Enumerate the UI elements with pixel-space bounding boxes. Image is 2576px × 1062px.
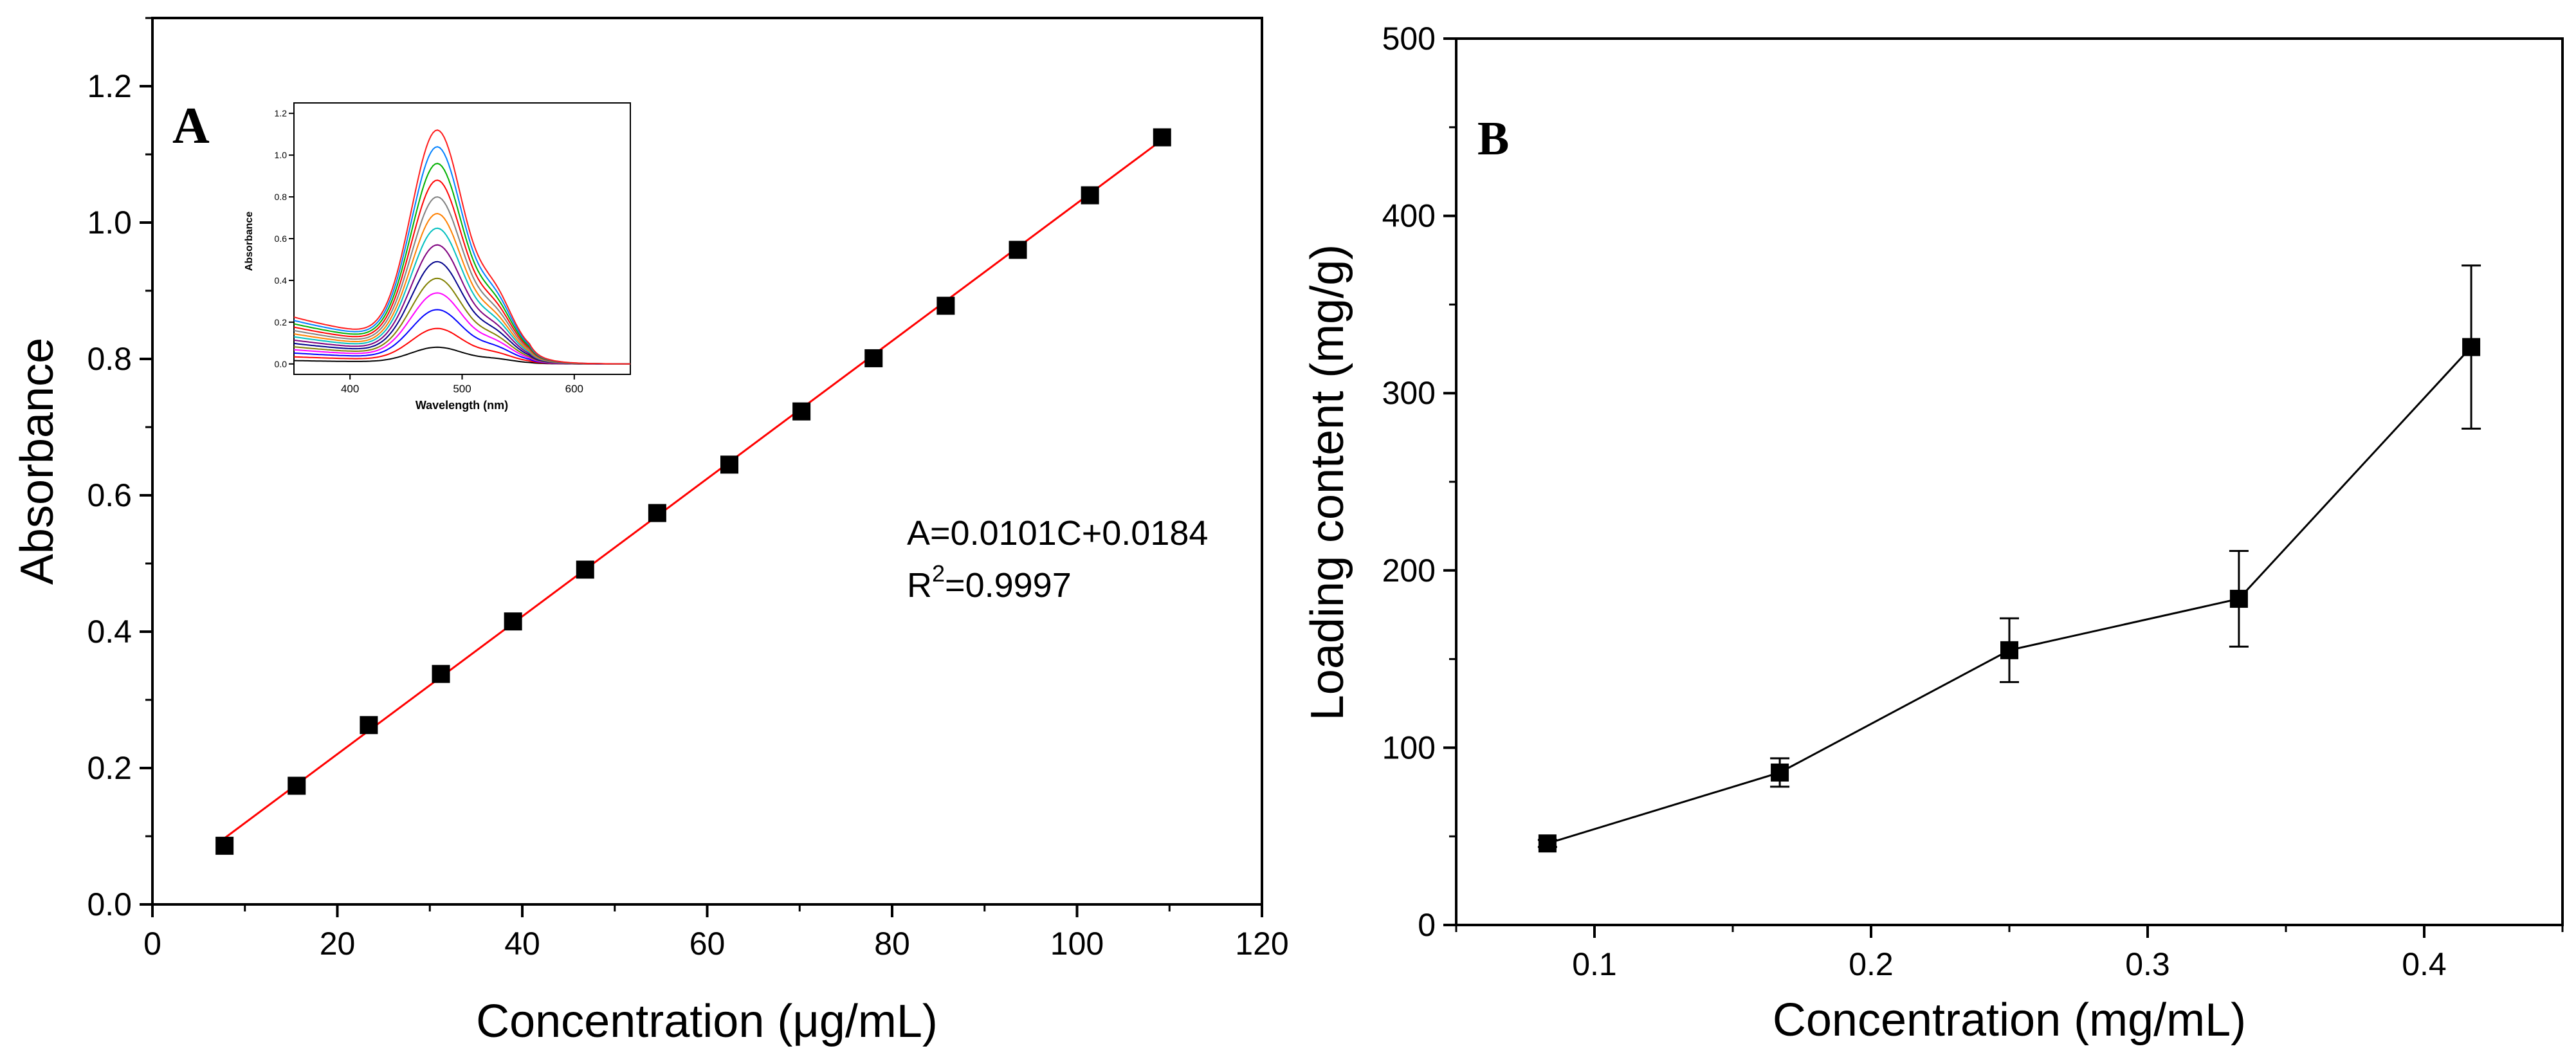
panel-b-data-point <box>1538 834 1557 853</box>
panel-a-fit-line <box>224 139 1163 839</box>
panel-b-y-tick-label: 400 <box>1382 198 1436 234</box>
panel-b-tick-labels: 0.1 0.2 0.3 0.4 0 100 200 300 400 500 <box>1382 21 2564 982</box>
inset-y-tick-label: 0.2 <box>275 317 288 327</box>
panel-b-x-tick-label: 0.4 <box>2402 946 2447 982</box>
panel-a: 0 20 40 60 80 100 120 0.0 0.2 0.4 0.6 0.8 1.0 1.2 A C… <box>12 17 1289 1047</box>
panel-a-data-point <box>864 349 883 367</box>
inset-y-tick-label: 0.4 <box>275 275 288 286</box>
panel-a-data-point <box>1081 186 1099 205</box>
panel-a-data-point <box>792 402 811 421</box>
panel-b-y-tick-label: 200 <box>1382 553 1436 589</box>
panel-a-x-tick-label: 60 <box>690 926 726 962</box>
panel-a-data-point <box>215 836 234 855</box>
inset-spectrum-curve <box>293 129 630 365</box>
inset-x-tick-label: 600 <box>565 383 583 395</box>
panel-b-label: B <box>1477 113 1509 165</box>
panel-b-x-tick-label: 0.2 <box>1849 946 1894 982</box>
inset-tick-labels: 400 500 600 0.0 0.2 0.4 0.6 0.8 1.0 1.2 <box>275 108 583 395</box>
inset-y-tick-label: 1.0 <box>275 150 288 160</box>
panel-a-data-point <box>360 716 378 735</box>
panel-a-y-tick-label: 1.0 <box>87 205 132 241</box>
panel-b-y-tick-label: 500 <box>1382 21 1436 57</box>
panel-a-data-point <box>288 776 306 795</box>
panel-a-y-tick-label: 0.4 <box>87 614 132 650</box>
panel-a-data-points <box>215 128 1171 855</box>
panel-b: 0.1 0.2 0.3 0.4 0 100 200 300 400 500 B Concentra… <box>1302 21 2564 1046</box>
r-squared-superscript: 2 <box>932 560 945 587</box>
panel-a-y-tick-label: 0.6 <box>87 477 132 513</box>
panel-a-data-point <box>720 455 738 474</box>
inset-y-axis-label: Absorbance <box>244 212 255 271</box>
panel-a-x-tick-label: 40 <box>504 926 540 962</box>
panel-a-data-point <box>936 297 955 315</box>
panel-a-data-point <box>1153 128 1171 147</box>
inset-x-tick-label: 400 <box>341 383 359 395</box>
panel-b-y-tick-label: 0 <box>1418 907 1436 943</box>
inset-spectra-curves <box>293 129 631 365</box>
panel-a-y-tick-label: 1.2 <box>87 68 132 104</box>
panel-a-y-tick-label: 0.8 <box>87 341 132 377</box>
panel-b-y-tick-label: 100 <box>1382 729 1436 765</box>
inset-x-axis-label: Wavelength (nm) <box>416 399 508 412</box>
panel-b-y-axis-label: Loading content (mg/g) <box>1302 244 1353 720</box>
inset-x-tick-label: 500 <box>453 383 471 395</box>
panel-b-y-tick-label: 300 <box>1382 375 1436 411</box>
panel-a-y-tick-label: 0.0 <box>87 886 132 922</box>
inset-chart: 400 500 600 0.0 0.2 0.4 0.6 0.8 1.0 1.2 Wavelengt… <box>244 102 631 412</box>
panel-a-frame <box>151 17 1263 906</box>
panel-a-data-point <box>504 612 522 631</box>
panel-a-data-point <box>432 664 450 683</box>
panel-b-x-tick-label: 0.3 <box>2125 946 2170 982</box>
panel-b-data-points <box>1538 338 2481 853</box>
panel-a-x-tick-label: 100 <box>1050 926 1104 962</box>
panel-a-y-axis-label: Absorbance <box>12 338 63 585</box>
fit-equation: A=0.0101C+0.0184 <box>907 514 1208 553</box>
panel-a-x-tick-label: 80 <box>874 926 910 962</box>
panel-b-x-tick-label: 0.1 <box>1572 946 1617 982</box>
panel-b-data-point <box>2229 589 2248 608</box>
panel-a-x-axis-label: Concentration (μg/mL) <box>476 996 938 1047</box>
panel-a-data-point <box>576 560 594 579</box>
panel-a-tick-labels: 0 20 40 60 80 100 120 0.0 0.2 0.4 0.6 0.8 1.0 1.2 <box>87 68 1288 962</box>
panel-a-label: A <box>172 98 210 154</box>
panel-b-series-line <box>1547 346 2472 845</box>
panel-a-y-tick-label: 0.2 <box>87 750 132 786</box>
r-squared-value: =0.9997 <box>945 566 1072 605</box>
panel-a-x-tick-label: 0 <box>143 926 161 962</box>
panel-a-x-tick-label: 120 <box>1235 926 1288 962</box>
inset-y-tick-label: 0.8 <box>275 192 288 202</box>
panel-b-data-point <box>2462 338 2481 356</box>
panel-b-frame <box>1455 37 2564 926</box>
inset-y-tick-label: 0.6 <box>275 233 288 244</box>
panel-b-error-bars <box>1537 264 2481 848</box>
panel-b-data-point <box>1771 763 1789 782</box>
panel-b-x-axis-label: Concentration (mg/mL) <box>1773 994 2246 1046</box>
inset-y-tick-label: 1.2 <box>275 108 288 118</box>
inset-y-tick-label: 0.0 <box>275 359 288 369</box>
panel-a-data-point <box>1009 241 1027 259</box>
panel-b-data-point <box>2000 641 2018 659</box>
r-squared: R2=0.9997 <box>907 560 1072 605</box>
r-squared-r: R <box>907 566 932 605</box>
panel-a-x-tick-label: 20 <box>320 926 356 962</box>
panel-a-data-point <box>648 504 666 522</box>
